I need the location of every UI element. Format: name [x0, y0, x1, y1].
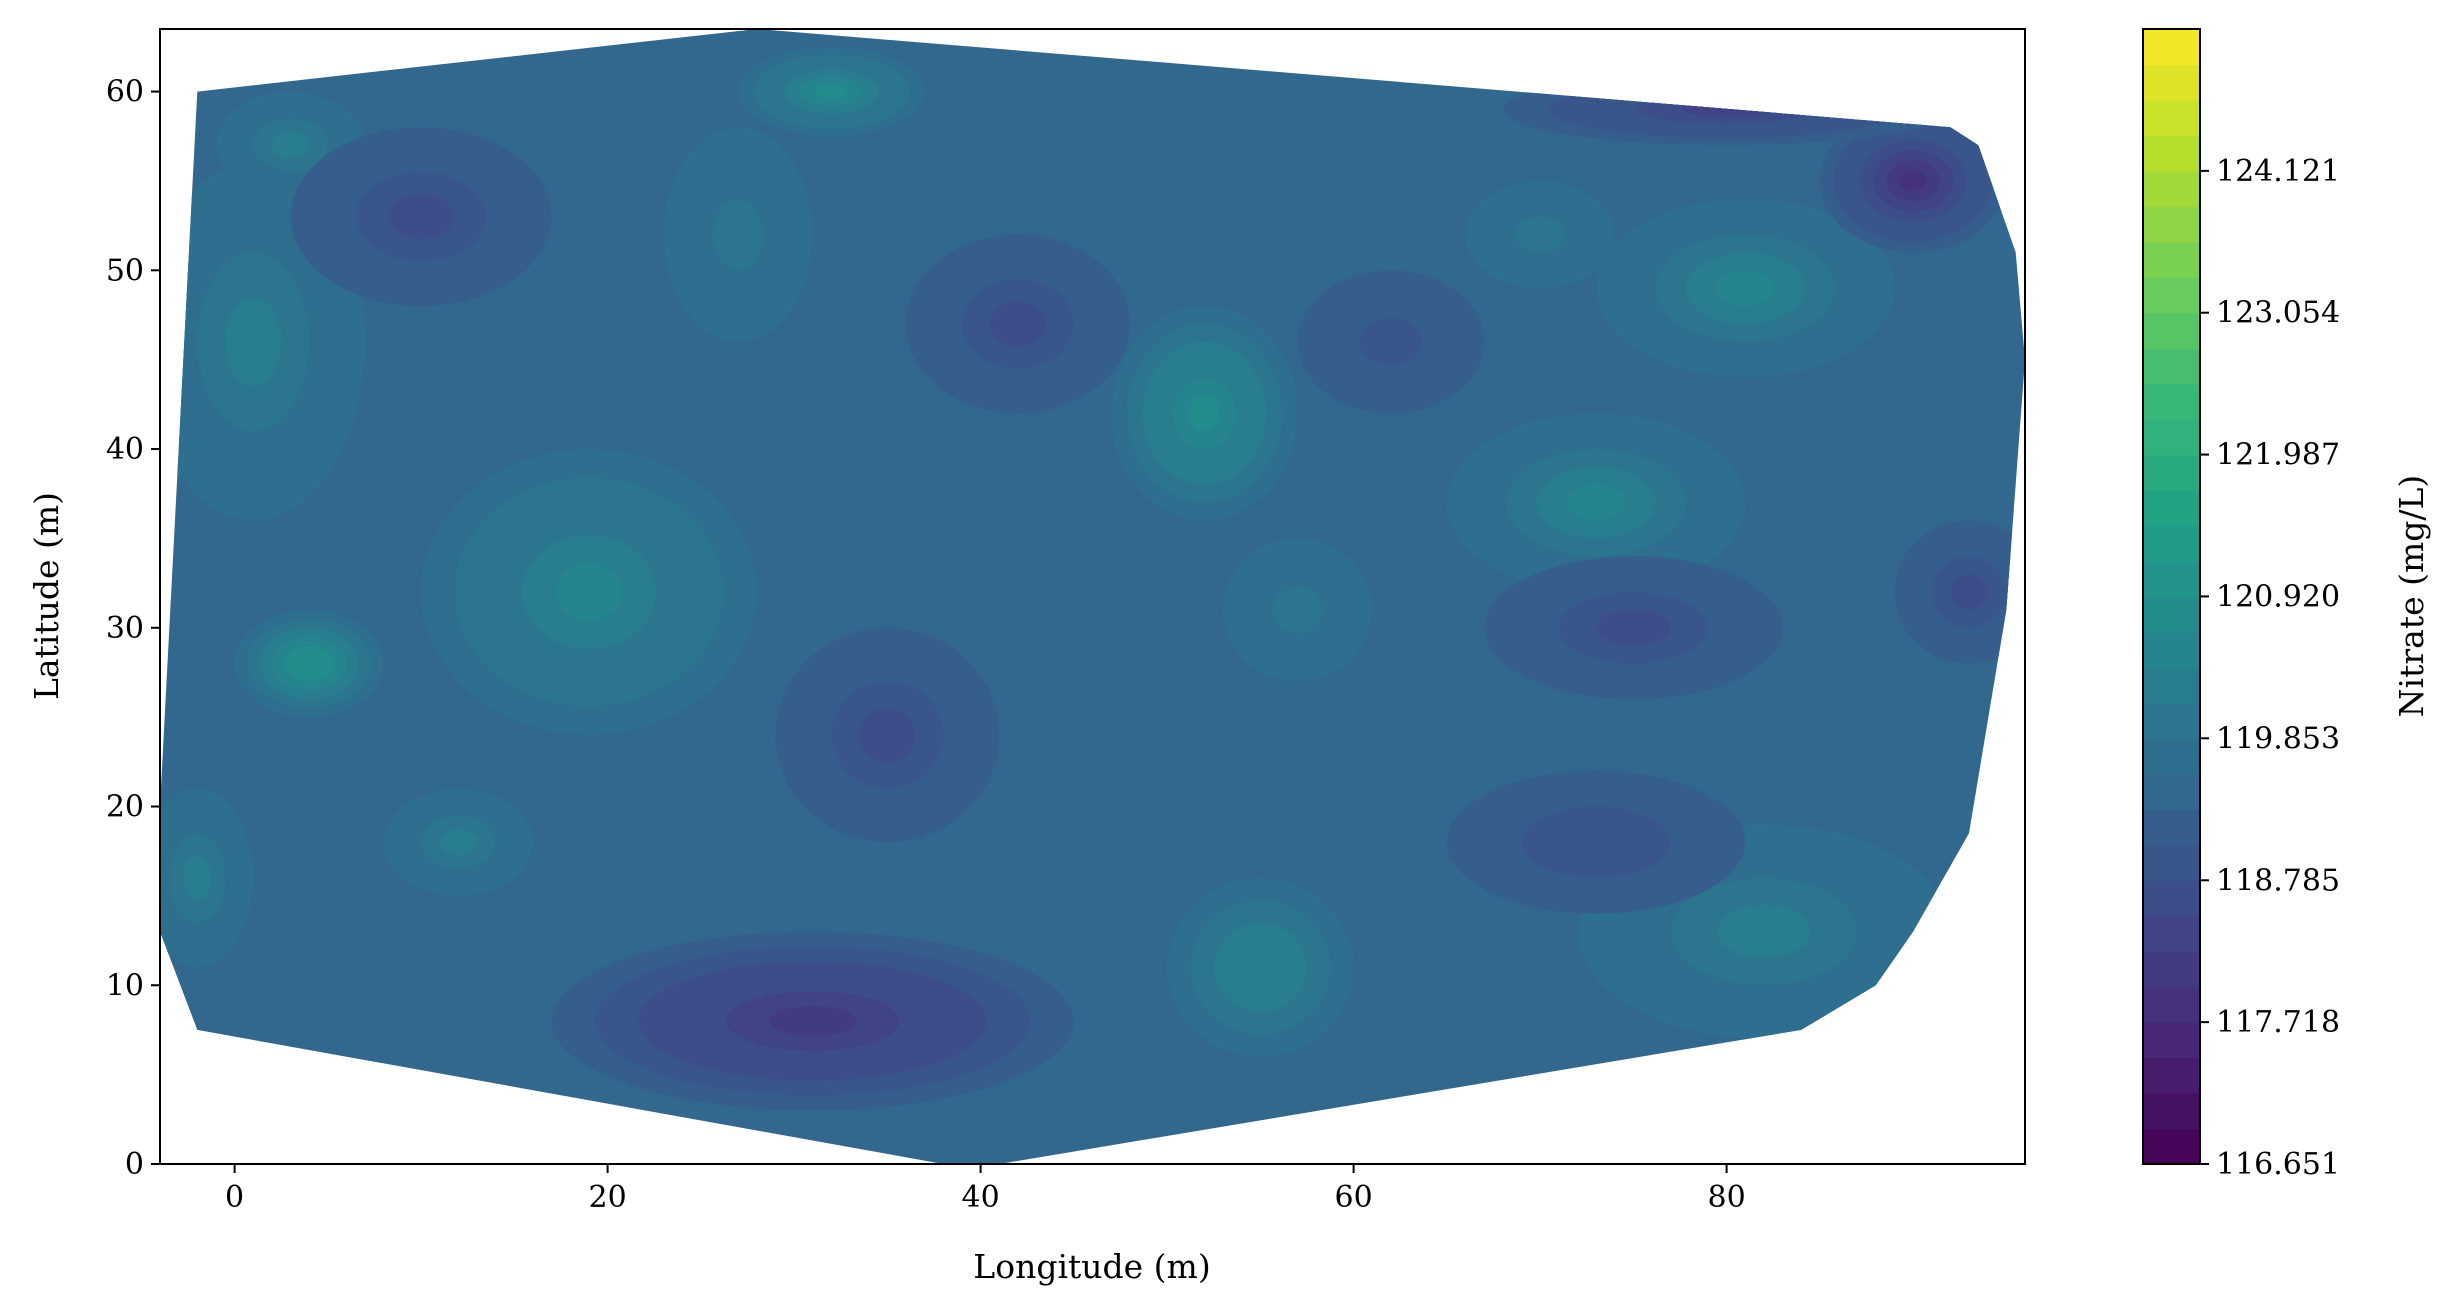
x-tick-label: 40	[962, 1180, 1000, 1215]
x-tick-label: 80	[1708, 1180, 1746, 1215]
colorbar-tick-label: 119.853	[2216, 721, 2340, 756]
y-tick-label: 0	[125, 1147, 144, 1182]
contour-band-high	[439, 828, 477, 856]
contour-band-low	[1681, 102, 1772, 117]
colorbar-level-swatch	[2143, 1128, 2200, 1165]
colorbar-tick-label: 124.121	[2216, 154, 2340, 189]
colorbar-tick-label: 123.054	[2216, 296, 2340, 331]
y-tick-label: 50	[106, 253, 144, 288]
x-axis: 0 20 40 60 80	[225, 1164, 1746, 1215]
colorbar-level-swatch	[2143, 880, 2200, 917]
x-tick-label: 60	[1335, 1180, 1373, 1215]
x-axis-label: Longitude (m)	[973, 1247, 1210, 1286]
contour-band-low	[769, 1006, 857, 1036]
x-tick-label: 0	[225, 1180, 244, 1215]
contour-band-low	[1359, 318, 1422, 366]
colorbar-tick-label: 118.785	[2216, 863, 2340, 898]
colorbar-tick-label: 120.920	[2216, 579, 2340, 614]
colorbar-tick-label: 116.651	[2216, 1147, 2340, 1182]
contour-band-high	[1515, 216, 1565, 253]
y-tick-label: 40	[106, 432, 144, 467]
y-tick-label: 10	[106, 968, 144, 1003]
contour-band-high	[225, 297, 282, 387]
contour-band-high	[272, 131, 310, 159]
colorbar-level-swatch	[2143, 596, 2200, 633]
colorbar-level-swatch	[2143, 490, 2200, 527]
y-tick-label: 20	[106, 790, 144, 825]
colorbar-level-swatch	[2143, 348, 2200, 385]
contour-band-low	[859, 708, 916, 762]
colorbar-level-swatch	[2143, 312, 2200, 350]
colorbar-level-swatch	[2143, 986, 2200, 1023]
x-tick-label: 20	[589, 1180, 627, 1215]
colorbar-level-swatch	[2143, 241, 2200, 279]
contour-band-high	[1717, 904, 1811, 959]
contour-band-high	[1715, 270, 1776, 307]
colorbar-level-swatch	[2143, 170, 2200, 208]
contour-band-high	[1272, 586, 1323, 634]
colorbar-level-swatch	[2143, 773, 2200, 811]
colorbar-level-swatch	[2143, 631, 2200, 669]
contour-band-high	[555, 563, 623, 621]
colorbar-label: Nitrate (mg/L)	[2392, 475, 2431, 718]
colorbar-level-swatch	[2143, 454, 2200, 491]
contour-band-low	[1521, 806, 1671, 878]
y-axis: 0 10 20 30 40 50 60	[106, 75, 160, 1182]
contour-band-low	[1899, 170, 1927, 192]
contour-band-high	[1188, 395, 1220, 432]
contour-band-high	[713, 198, 763, 271]
colorbar-level-swatch	[2143, 135, 2200, 172]
colorbar-level-swatch	[2143, 915, 2200, 952]
y-axis-label: Latitude (m)	[27, 492, 66, 700]
y-tick-label: 60	[106, 75, 144, 110]
colorbar-level-swatch	[2143, 738, 2200, 775]
colorbar-level-swatch	[2143, 277, 2200, 314]
colorbar-level-swatch	[2143, 561, 2200, 598]
colorbar-level-swatch	[2143, 702, 2200, 740]
contour-band-high	[1566, 484, 1626, 521]
colorbar-level-swatch	[2143, 844, 2200, 882]
contour-band-low	[388, 194, 454, 239]
colorbar-tick-label: 121.987	[2216, 438, 2340, 473]
contour-field	[160, 29, 2025, 1164]
colorbar-level-swatch	[2143, 419, 2200, 456]
colorbar-level-swatch	[2143, 1093, 2200, 1130]
colorbar-level-swatch	[2143, 206, 2200, 243]
colorbar-level-swatch	[2143, 383, 2200, 420]
contour-band-low	[1950, 574, 1988, 610]
colorbar-level-swatch	[2143, 525, 2200, 562]
colorbar-level-swatch	[2143, 99, 2200, 137]
colorbar-level-swatch	[2143, 809, 2200, 846]
contour-band-high	[815, 84, 847, 99]
colorbar-tick-label: 117.718	[2216, 1005, 2340, 1040]
colorbar: 116.651 117.718 118.785 119.853 120.920 121.9…	[2142, 28, 2340, 1182]
contour-band-high	[296, 654, 322, 673]
plot-frame	[159, 28, 2026, 1165]
contour-band-low	[989, 301, 1046, 347]
colorbar-level-swatch	[2143, 1022, 2200, 1059]
y-tick-label: 30	[106, 611, 144, 646]
contour-band-high	[1237, 945, 1284, 990]
contour-band-high	[183, 855, 212, 901]
colorbar-level-swatch	[2143, 667, 2200, 704]
colorbar-level-swatch	[2143, 951, 2200, 988]
colorbar-level-swatch	[2143, 1057, 2200, 1094]
colorbar-level-swatch	[2143, 29, 2200, 66]
colorbar-level-swatch	[2143, 64, 2200, 101]
contour-band-low	[1596, 609, 1671, 646]
